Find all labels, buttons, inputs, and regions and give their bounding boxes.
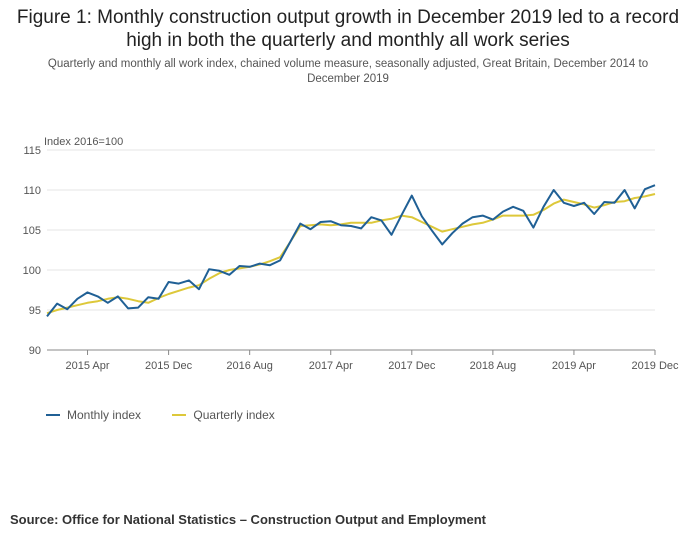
legend-swatch-monthly <box>46 414 60 416</box>
y-tick-label: 105 <box>23 225 41 237</box>
series-lines <box>46 184 656 318</box>
source-note: Source: Office for National Statistics –… <box>10 512 486 527</box>
x-tick-label: 2016 Aug <box>226 360 273 372</box>
y-tick-label: 100 <box>23 265 41 277</box>
series-monthly-line[interactable] <box>46 184 656 318</box>
x-tick-label: 2019 Apr <box>552 360 596 372</box>
y-tick-label: 115 <box>23 145 41 157</box>
legend-label-monthly: Monthly index <box>67 408 142 422</box>
x-axis: 2015 Apr 2015 Dec 2016 Aug 2017 Apr 2017 Dec… <box>47 349 679 372</box>
gridlines <box>47 149 655 351</box>
legend: Monthly index Quarterly index <box>46 405 303 422</box>
chart-subtitle: Quarterly and monthly all work index, ch… <box>47 58 649 85</box>
y-tick-label: 95 <box>29 305 41 317</box>
series-quarterly-line[interactable] <box>46 193 656 315</box>
chart-title: Figure 1: Monthly construction output gr… <box>16 7 680 51</box>
x-tick-label: 2015 Apr <box>66 360 110 372</box>
x-tick-label: 2017 Apr <box>309 360 353 372</box>
x-tick-label: 2017 Dec <box>388 360 436 372</box>
y-tick-label: 110 <box>23 185 41 197</box>
y-axis-label: Index 2016=100 <box>44 136 123 148</box>
legend-swatch-quarterly <box>172 414 187 416</box>
legend-item-quarterly[interactable]: Quarterly index <box>172 408 275 422</box>
legend-item-monthly[interactable]: Monthly index <box>46 408 141 422</box>
legend-label-quarterly: Quarterly index <box>193 408 275 422</box>
x-tick-label: 2018 Aug <box>470 360 517 372</box>
x-tick-label: 2019 Dec <box>631 360 679 372</box>
x-tick-label: 2015 Dec <box>145 360 193 372</box>
y-tick-label: 90 <box>29 345 41 357</box>
y-axis-ticks: 90 95 100 105 110 115 <box>23 145 41 357</box>
